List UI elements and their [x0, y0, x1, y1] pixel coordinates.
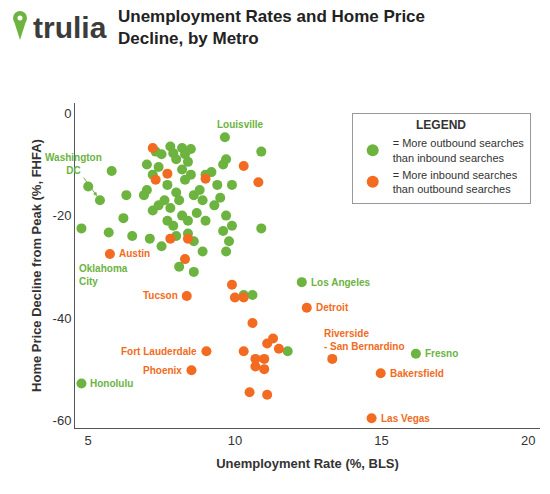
svg-text:10: 10: [228, 433, 242, 448]
svg-text:Austin: Austin: [119, 248, 150, 259]
svg-text:Las Vegas: Las Vegas: [381, 413, 430, 424]
svg-text:-40: -40: [53, 311, 72, 326]
svg-text:Fresno: Fresno: [425, 348, 458, 359]
svg-text:-20: -20: [53, 208, 72, 223]
svg-text:LEGEND: LEGEND: [416, 118, 466, 132]
svg-text:Fort Lauderdale: Fort Lauderdale: [121, 346, 197, 357]
svg-text:Detroit: Detroit: [316, 302, 349, 313]
svg-text:Bakersfield: Bakersfield: [390, 368, 444, 379]
svg-text:20: 20: [521, 433, 535, 448]
svg-text:WashingtonDC: WashingtonDC: [45, 152, 102, 176]
svg-text:Louisville: Louisville: [217, 119, 264, 130]
svg-text:Home Price Decline from Peak (: Home Price Decline from Peak (%, FHFA): [29, 139, 44, 392]
svg-text:= More inbound searchesthan ou: = More inbound searchesthan outbound sea…: [393, 169, 518, 195]
svg-text:Unemployment Rate (%, BLS): Unemployment Rate (%, BLS): [216, 456, 399, 471]
svg-text:Tucson: Tucson: [143, 290, 178, 301]
svg-text:5: 5: [85, 433, 92, 448]
svg-text:= More outbound searchesthan i: = More outbound searchesthan inbound sea…: [393, 137, 525, 163]
svg-text:0: 0: [64, 106, 71, 121]
svg-text:Riverside- San Bernardino: Riverside- San Bernardino: [324, 328, 405, 352]
svg-text:OklahomaCity: OklahomaCity: [79, 263, 128, 287]
svg-text:15: 15: [374, 433, 388, 448]
svg-text:Unemployment Rates and Home Pr: Unemployment Rates and Home PriceDecline…: [118, 7, 425, 48]
svg-text:Phoenix: Phoenix: [143, 365, 182, 376]
svg-text:Honolulu: Honolulu: [90, 378, 133, 389]
svg-text:Los Angeles: Los Angeles: [311, 277, 371, 288]
svg-text:-60: -60: [53, 413, 72, 428]
svg-text:trulia: trulia: [33, 11, 107, 44]
